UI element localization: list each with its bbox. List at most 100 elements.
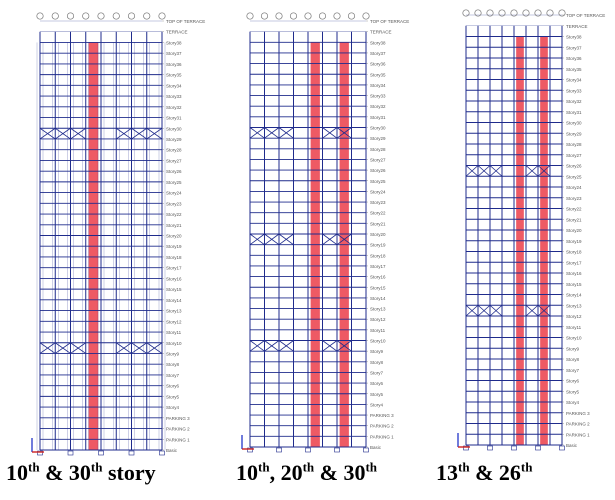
level-label: Story38 [370,40,386,45]
grid-bubble [474,9,482,17]
level-label: Story13 [566,303,582,308]
brace-diagonal [525,165,539,177]
level-label: Story12 [166,319,182,324]
brace-diagonal [525,304,539,317]
brace-diagonal [70,342,86,354]
foundation-support [159,450,165,456]
level-label: Story28 [370,147,386,152]
level-label: TERRACE [370,30,392,35]
grid-bubble [158,12,166,20]
level-label: PARKING 2 [566,422,590,427]
level-label: Story18 [370,253,386,258]
level-label: Story4 [370,402,384,407]
grid-bubble [486,9,494,17]
foundation-support [511,445,517,451]
level-label: Basic [166,448,178,453]
brace-diagonal [116,342,132,354]
level-label: Story13 [370,307,386,312]
caption-text: story [102,460,156,485]
level-label: Story19 [566,239,582,244]
brace-diagonal [131,342,147,354]
level-label: Story14 [370,296,386,301]
level-label: Story16 [566,271,582,276]
level-label: Story36 [370,62,386,67]
brace-diagonal [131,127,147,140]
brace-diagonal [249,127,265,139]
level-label: Story18 [566,250,582,255]
level-label: Story5 [566,389,580,394]
level-label: Story24 [166,191,182,196]
level-label: Story31 [370,115,386,120]
grid-bubble [498,9,506,17]
level-label: Story38 [166,40,182,45]
level-label: Story32 [166,105,182,110]
caption-text: 13 [436,460,458,485]
level-label: PARKING 2 [370,424,394,429]
brace-diagonal [146,342,163,354]
level-label: Story6 [166,384,180,389]
brace-diagonal [477,304,491,317]
brace-diagonal [264,233,280,245]
grid-bubble [333,12,341,20]
level-label: Story33 [166,94,182,99]
level-label: Story32 [566,99,582,104]
grid-bubble [510,9,518,17]
grid-bubble [289,12,298,20]
brace-diagonal [322,127,338,139]
level-label: Story4 [566,400,580,405]
level-label: Story10 [166,341,182,346]
level-label: Story22 [566,207,582,212]
foundation-support [37,450,43,456]
level-label: TERRACE [566,24,588,29]
caption-ordinal-suffix: th [520,459,533,475]
level-label: Story7 [370,370,384,375]
level-label: Story36 [166,62,182,67]
caption-text: & 30 [314,460,366,485]
level-label: Story17 [166,266,182,271]
level-label: Story10 [370,339,386,344]
grid-bubble [36,12,44,20]
level-label: PARKING 2 [166,427,190,432]
caption-ordinal-suffix: th [90,459,103,475]
grid-bubble [66,12,75,20]
brace-diagonal [465,304,479,317]
foundation-support [559,445,565,451]
level-label: TOP OF TERRACE [166,19,205,24]
level-label: Story12 [370,317,386,322]
level-label: Story22 [166,212,182,217]
grid-bubble [82,12,90,20]
level-label: Basic [566,443,578,448]
level-label: Story18 [166,255,182,260]
level-label: PARKING 3 [566,411,590,416]
foundation-support [128,450,135,456]
level-label: Story7 [566,368,580,373]
level-label: TOP OF TERRACE [370,19,409,24]
level-label: Story8 [370,360,384,365]
level-label: PARKING 3 [166,416,190,421]
level-label: Story11 [166,330,182,335]
brace-diagonal [39,342,56,354]
grid-bubble [143,12,151,20]
level-label: Story29 [566,131,582,136]
level-label: Story14 [566,293,582,298]
brace-diagonal [70,127,86,140]
caption-panel-1: 10th & 30th story [6,460,156,486]
grid-bubble [304,12,312,20]
elevation-panel-1: TOP OF TERRACE TERRACE Story38 Story37 Story… [31,12,205,456]
level-label: Story23 [166,201,182,206]
grid-bubble [246,12,254,20]
grid-bubble [522,9,530,17]
caption-text: & 26 [469,460,521,485]
level-label: Story33 [566,88,582,93]
brace-diagonal [278,233,294,245]
level-label: Story4 [166,405,180,410]
brace-diagonal [55,127,71,140]
caption-text: & 30 [39,460,91,485]
level-label: Story8 [566,357,580,362]
brace-diagonal [39,127,56,140]
level-label: Story10 [566,336,582,341]
level-label: Story22 [370,211,386,216]
level-label: Story32 [370,104,386,109]
foundation-support [247,447,253,453]
level-label: Story30 [566,121,582,126]
